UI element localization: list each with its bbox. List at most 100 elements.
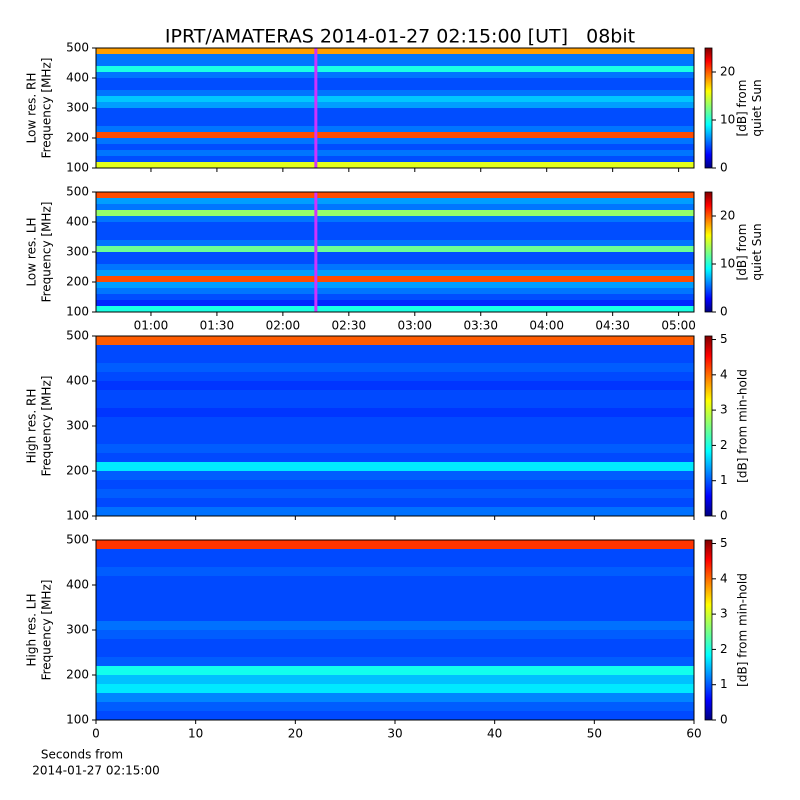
x-tick-label: 04:00 <box>529 319 564 333</box>
heatmap-band <box>96 381 694 390</box>
heatmap-band <box>96 693 694 702</box>
heatmap-band <box>96 222 694 228</box>
x-tick-label: 03:00 <box>397 319 432 333</box>
y-tick-label: 300 <box>66 101 89 115</box>
x-tick-label: 01:30 <box>200 319 235 333</box>
heatmap-band <box>96 336 694 345</box>
colorbar-tick-label: 2 <box>720 438 728 452</box>
colorbar-tick-label: 1 <box>720 473 728 487</box>
heatmap-band <box>96 576 694 585</box>
colorbar-tick-label: 0 <box>720 509 728 523</box>
y-tick-label: 500 <box>66 329 89 343</box>
heatmap-band <box>96 702 694 711</box>
heatmap-band <box>96 603 694 612</box>
heatmap-band <box>96 156 694 162</box>
x-tick-label: 50 <box>587 727 602 741</box>
y-tick-label: 300 <box>66 623 89 637</box>
colorbar <box>704 539 713 721</box>
heatmap-band <box>96 204 694 210</box>
x-tick-label: 20 <box>288 727 303 741</box>
colorbar-tick-label: 5 <box>720 536 728 550</box>
heatmap-band <box>96 120 694 126</box>
y-tick-label: 200 <box>66 464 89 478</box>
heatmap-band <box>96 489 694 498</box>
heatmap-band <box>96 585 694 594</box>
heatmap-band <box>96 408 694 417</box>
heatmap-band <box>96 108 694 114</box>
y-tick-label: 400 <box>66 215 89 229</box>
heatmap-band <box>96 399 694 408</box>
heatmap-band <box>96 354 694 363</box>
y-tick-label: 100 <box>66 161 89 175</box>
heatmap-band <box>96 252 694 258</box>
y-tick-label: 400 <box>66 71 89 85</box>
x-tick-label: 04:30 <box>595 319 630 333</box>
heatmap-band <box>96 126 694 132</box>
heatmap-band <box>96 480 694 489</box>
colorbar-label: [dB] from min-hold <box>736 369 750 483</box>
colorbar <box>704 335 713 517</box>
heatmap-band <box>96 240 694 246</box>
x-tick-label: 02:00 <box>266 319 301 333</box>
heatmap-band <box>96 72 694 78</box>
heatmap-band <box>96 216 694 222</box>
x-tick-label: 10 <box>188 727 203 741</box>
heatmap-band <box>96 558 694 567</box>
y-tick-label: 500 <box>66 185 89 199</box>
y-tick-label: 200 <box>66 275 89 289</box>
heatmap-band <box>96 300 694 306</box>
heatmap-band <box>96 345 694 354</box>
heatmap-band <box>96 60 694 66</box>
heatmap-band <box>96 567 694 576</box>
heatmap-band <box>96 435 694 444</box>
heatmap-band <box>96 666 694 675</box>
heatmap-band <box>96 102 694 108</box>
x-tick-label: 01:00 <box>134 319 169 333</box>
y-axis-label: Frequency [MHz] <box>40 58 54 159</box>
heatmap-band <box>96 96 694 102</box>
y-tick-label: 200 <box>66 131 89 145</box>
heatmap-band <box>96 264 694 270</box>
heatmap-band <box>96 162 694 168</box>
colorbar-label: [dB] from min-hold <box>736 573 750 687</box>
heatmap-band <box>96 462 694 471</box>
y-axis-label: Frequency [MHz] <box>40 202 54 303</box>
y-axis-label: High res. LH <box>25 593 39 666</box>
heatmap-band <box>96 210 694 216</box>
heatmap-band <box>96 282 694 288</box>
heatmap-band <box>96 66 694 72</box>
heatmap-band <box>96 471 694 480</box>
colorbar-tick-label: 2 <box>720 642 728 656</box>
colorbar-tick-label: 10 <box>720 257 735 271</box>
heatmap-band <box>96 630 694 639</box>
heatmap-band <box>96 114 694 120</box>
x-tick-label: 03:30 <box>463 319 498 333</box>
colorbar <box>704 191 713 313</box>
y-tick-label: 200 <box>66 668 89 682</box>
heatmap-band <box>96 150 694 156</box>
y-tick-label: 100 <box>66 713 89 727</box>
heatmap-band <box>96 276 694 282</box>
colorbar-tick-label: 20 <box>720 65 735 79</box>
y-tick-label: 400 <box>66 578 89 592</box>
x-axis-label: 2014-01-27 02:15:00 <box>32 764 159 778</box>
heatmap-band <box>96 246 694 252</box>
colorbar-tick-label: 4 <box>720 367 728 381</box>
heatmap-band <box>96 390 694 399</box>
colorbar-tick-label: 0 <box>720 161 728 175</box>
heatmap-band <box>96 549 694 558</box>
colorbar-label: [dB] from <box>735 80 749 137</box>
heatmap-band <box>96 258 694 264</box>
colorbar-tick-label: 10 <box>720 113 735 127</box>
heatmap-band <box>96 270 694 276</box>
heatmap-band <box>96 306 694 312</box>
x-tick-label: 30 <box>387 727 402 741</box>
heatmap-band <box>96 426 694 435</box>
heatmap-band <box>96 417 694 426</box>
heatmap-band <box>96 294 694 300</box>
heatmap-band <box>96 540 694 549</box>
heatmap-band <box>96 372 694 381</box>
x-tick-label: 02:30 <box>332 319 367 333</box>
heatmap-band <box>96 594 694 603</box>
colorbar-label: [dB] from <box>735 224 749 281</box>
